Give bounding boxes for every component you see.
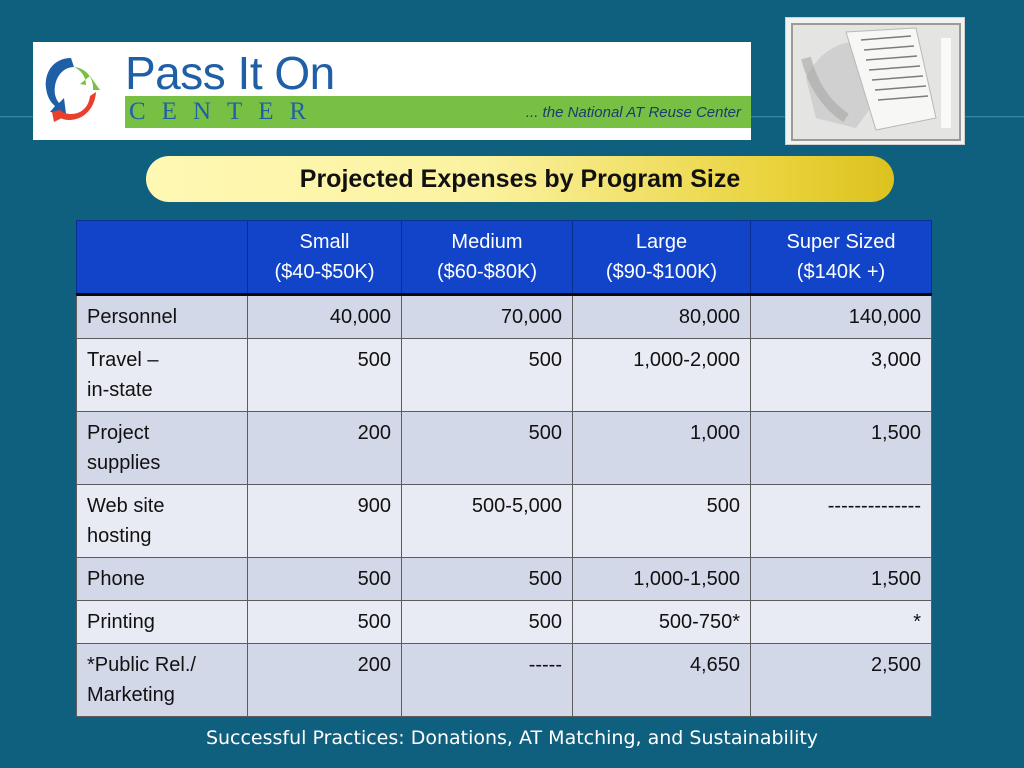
- table-cell: 1,000-2,000: [572, 338, 751, 412]
- row-label-personnel: Personnel: [76, 294, 248, 339]
- table-cell: 80,000: [572, 294, 751, 339]
- row-label-text: Project: [87, 422, 150, 444]
- table-cell: 500: [572, 484, 751, 558]
- header-medium-name: Medium: [451, 231, 523, 253]
- logo-title: Pass It On: [125, 47, 335, 99]
- table-cell: 500: [247, 338, 402, 412]
- table-row: Phone 500 500 1,000-1,500 1,500: [76, 557, 932, 601]
- receipt-photo-image: [786, 18, 964, 144]
- logo-tagline: ... the National AT Reuse Center: [525, 104, 741, 121]
- header-cell-large: Large ($90-$100K): [572, 220, 751, 296]
- table-cell: 500: [401, 600, 573, 644]
- table-cell: 900: [247, 484, 402, 558]
- recycle-swirl-icon: [45, 58, 100, 122]
- logo-green-bar: CENTER ... the National AT Reuse Center: [125, 96, 751, 128]
- logo-subtitle: CENTER: [129, 98, 323, 125]
- table-row: *Public Rel./ Marketing 200 ----- 4,650 2…: [76, 643, 932, 717]
- table-cell: 200: [247, 643, 402, 717]
- table-cell: 500: [401, 338, 573, 412]
- table-cell: *: [750, 600, 932, 644]
- row-label-text: Travel –: [87, 349, 159, 371]
- row-label-text: Printing: [87, 611, 155, 633]
- header-large-range: ($90-$100K): [605, 261, 718, 283]
- slide-title: Projected Expenses by Program Size: [299, 164, 741, 193]
- row-label-text-line2: in-state: [87, 379, 153, 401]
- table-cell: 1,000-1,500: [572, 557, 751, 601]
- table-row: Personnel 40,000 70,000 80,000 140,000: [76, 294, 932, 339]
- table-cell: 500: [401, 557, 573, 601]
- header-small-name: Small: [299, 231, 350, 253]
- table-cell: 3,000: [750, 338, 932, 412]
- table-cell: 1,500: [750, 411, 932, 485]
- table-cell: 500-750*: [572, 600, 751, 644]
- table-cell: -----: [401, 643, 573, 717]
- header-cell-small: Small ($40-$50K): [247, 220, 402, 296]
- table-cell: 1,000: [572, 411, 751, 485]
- header-super-sized-name: Super Sized: [786, 231, 896, 253]
- row-label-text: *Public Rel./: [87, 654, 196, 676]
- table-cell: 200: [247, 411, 402, 485]
- table-cell: 140,000: [750, 294, 932, 339]
- header-cell-super-sized: Super Sized ($140K +): [750, 220, 932, 296]
- row-label-project-supplies: Project supplies: [76, 411, 248, 485]
- row-label-text-line2: hosting: [87, 525, 152, 547]
- slide-footer: Successful Practices: Donations, AT Matc…: [205, 727, 819, 749]
- table-cell: 500: [247, 557, 402, 601]
- table-cell: 1,500: [750, 557, 932, 601]
- receipt-photo: [785, 17, 965, 145]
- header-cell-corner: [76, 220, 248, 296]
- table-cell: 500: [247, 600, 402, 644]
- table-row: Travel – in-state 500 500 1,000-2,000 3,0…: [76, 338, 932, 412]
- table-cell: 2,500: [750, 643, 932, 717]
- header-large-name: Large: [635, 231, 688, 253]
- row-label-printing: Printing: [76, 600, 248, 644]
- row-label-web-site-hosting: Web site hosting: [76, 484, 248, 558]
- row-label-text: Personnel: [87, 306, 178, 328]
- pass-it-on-logo: Pass It On CENTER ... the National AT Re…: [33, 42, 751, 140]
- table-row: Printing 500 500 500-750* *: [76, 600, 932, 644]
- table-row: Web site hosting 900 500-5,000 500 ------…: [76, 484, 932, 558]
- header-medium-range: ($60-$80K): [436, 261, 538, 283]
- row-label-text: Phone: [87, 568, 145, 590]
- row-label-public-relations-marketing: *Public Rel./ Marketing: [76, 643, 248, 717]
- header-super-sized-range: ($140K +): [796, 261, 886, 283]
- table-cell: --------------: [750, 484, 932, 558]
- header-small-range: ($40-$50K): [274, 261, 375, 283]
- table-cell: 500-5,000: [401, 484, 573, 558]
- row-label-text: Web site: [87, 495, 165, 517]
- row-label-text-line2: Marketing: [87, 684, 175, 706]
- table-cell: 70,000: [401, 294, 573, 339]
- table-cell: 40,000: [247, 294, 402, 339]
- table-cell: 500: [401, 411, 573, 485]
- table-row: Project supplies 200 500 1,000 1,500: [76, 411, 932, 485]
- table-header-row: Small ($40-$50K) Medium ($60-$80K) Large…: [76, 220, 932, 296]
- row-label-text-line2: supplies: [87, 452, 161, 474]
- row-label-phone: Phone: [76, 557, 248, 601]
- expenses-table: Small ($40-$50K) Medium ($60-$80K) Large…: [76, 220, 932, 717]
- header-cell-medium: Medium ($60-$80K): [401, 220, 573, 296]
- slide-title-banner: Projected Expenses by Program Size: [146, 156, 894, 202]
- table-cell: 4,650: [572, 643, 751, 717]
- row-label-travel: Travel – in-state: [76, 338, 248, 412]
